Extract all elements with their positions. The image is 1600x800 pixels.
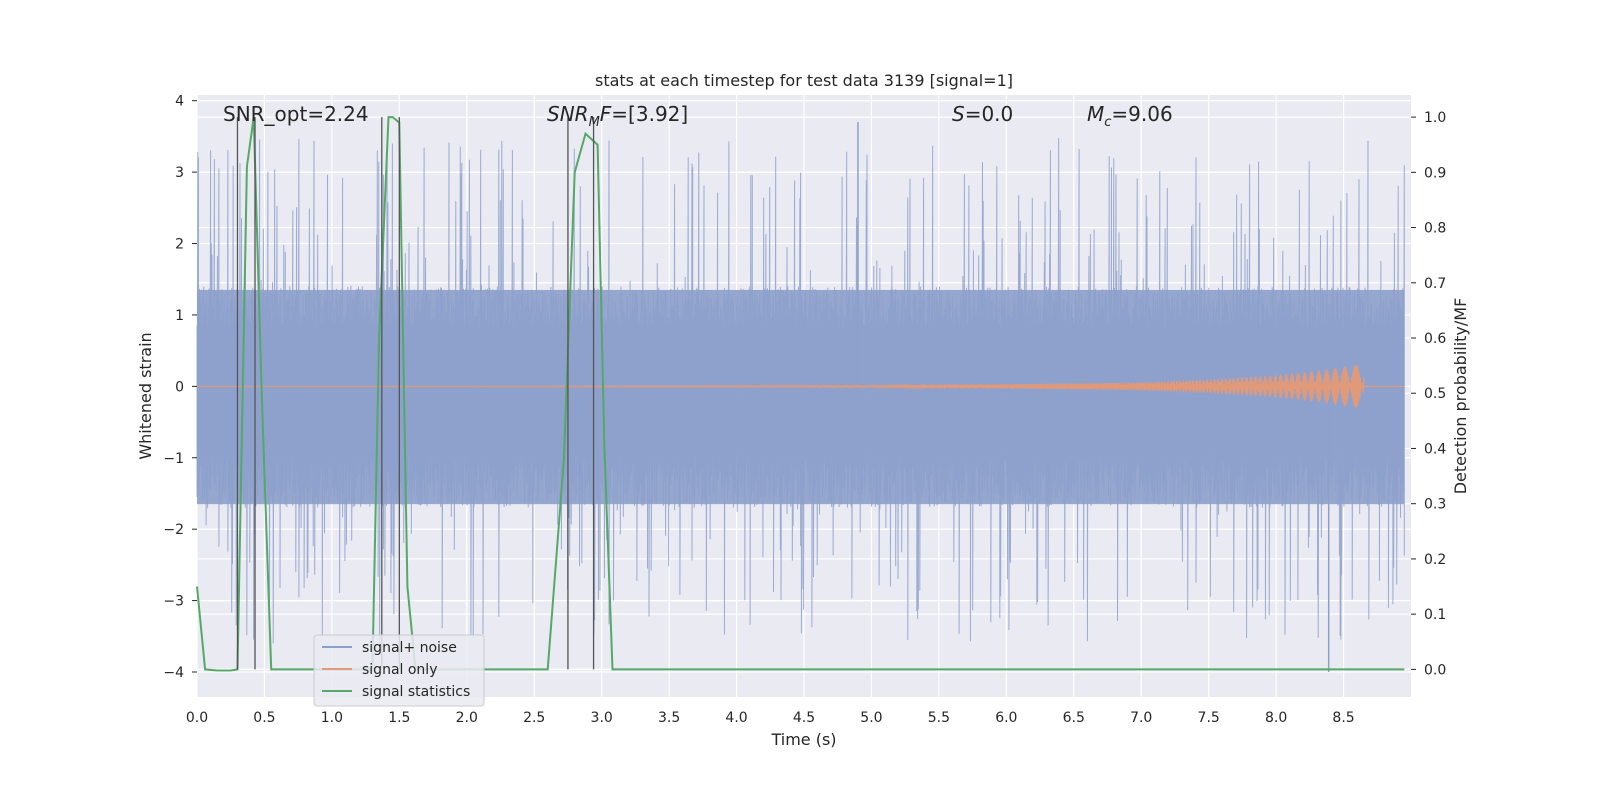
signal-only-line — [196, 365, 1405, 408]
y2-tick-label-8: 0.2 — [1424, 552, 1446, 568]
y2-tick-label-10: 0.0 — [1424, 662, 1446, 678]
annotation-mc-sub: c — [1104, 115, 1111, 130]
x-tick-label-16: 8.0 — [1265, 710, 1287, 726]
annotation-snr-mf-prefix: SNR — [547, 102, 589, 126]
y2-tick-label-0: 1.0 — [1424, 110, 1446, 126]
annotation-mc: Mc=9.06 — [1087, 102, 1173, 130]
x-tick-label-12: 6.0 — [995, 710, 1017, 726]
x-tick-label-1: 0.5 — [253, 710, 275, 726]
annotation-mc-value: =9.06 — [1111, 102, 1172, 126]
x-tick-label-11: 5.5 — [928, 710, 950, 726]
y-tick-label-0: 4 — [175, 94, 184, 110]
vertical-lines — [236, 117, 595, 670]
x-tick-label-0: 0.0 — [186, 710, 208, 726]
y-axis-label: Whitened strain — [136, 332, 155, 459]
annotation-s: S=0.0 — [952, 102, 1013, 126]
y-tick-label-4: 0 — [175, 379, 184, 395]
legend-label-noise: signal+ noise — [362, 640, 457, 656]
y-tick-label-3: 1 — [175, 308, 184, 324]
legend-label-stats: signal statistics — [362, 684, 470, 700]
annotation-snr-opt: SNR_opt=2.24 — [223, 102, 369, 126]
y2-tick-label-1: 0.9 — [1424, 165, 1446, 181]
x-tick-label-17: 8.5 — [1332, 710, 1354, 726]
y2-tick-label-9: 0.1 — [1424, 607, 1446, 623]
x-tick-label-10: 5.0 — [860, 710, 882, 726]
x-tick-label-3: 1.5 — [388, 710, 410, 726]
legend: signal+ noise signal only signal statist… — [313, 634, 485, 707]
x-tick-label-15: 7.5 — [1198, 710, 1220, 726]
x-tick-label-9: 4.5 — [793, 710, 815, 726]
x-tick-label-4: 2.0 — [456, 710, 478, 726]
x-axis-label: Time (s) — [770, 730, 836, 749]
y-tick-label-5: −1 — [163, 451, 184, 467]
annotation-snr-mf-value: =[3.92] — [611, 102, 688, 126]
chart-title: stats at each timestep for test data 313… — [595, 71, 1013, 90]
y-tick-label-2: 2 — [175, 237, 184, 253]
legend-label-signal: signal only — [362, 662, 437, 678]
annotation-snr-mf-sub: M — [589, 115, 600, 130]
y-tick-labels: 4 3 2 1 0 −1 −2 −3 −4 — [163, 94, 197, 681]
y2-tick-label-5: 0.5 — [1424, 386, 1446, 402]
legend-box — [313, 634, 485, 707]
x-tick-label-13: 6.5 — [1063, 710, 1085, 726]
y-tick-label-1: 3 — [175, 165, 184, 181]
y-tick-label-6: −2 — [163, 522, 184, 538]
x-tick-label-6: 3.0 — [591, 710, 613, 726]
y2-tick-label-6: 0.4 — [1424, 441, 1446, 457]
annotation-s-prefix: S — [952, 102, 965, 126]
x-tick-labels: 0.0 0.5 1.0 1.5 2.0 2.5 3.0 3.5 4.0 4.5 5.0 5.5 6.0 6… — [186, 710, 1355, 726]
noise-core-band — [197, 289, 1405, 505]
x-tick-label-7: 3.5 — [658, 710, 680, 726]
y-tick-label-7: −3 — [163, 594, 184, 610]
annotation-mc-prefix: M — [1087, 102, 1104, 126]
noise-series — [196, 122, 1405, 673]
annotation-snr-mf-suffix: F — [600, 102, 612, 126]
x-tick-label-14: 7.0 — [1130, 710, 1152, 726]
annotation-s-value: =0.0 — [965, 102, 1014, 126]
x-tick-label-2: 1.0 — [321, 710, 343, 726]
annotations: SNR_opt=2.24 SNRMF=[3.92] S=0.0 Mc=9.06 — [223, 102, 1173, 130]
y2-tick-label-3: 0.7 — [1424, 276, 1446, 292]
annotation-snr-mf: SNRMF=[3.92] — [547, 102, 688, 130]
y2-tick-label-7: 0.3 — [1424, 497, 1446, 513]
y2-tick-label-4: 0.6 — [1424, 331, 1446, 347]
x-tick-label-5: 2.5 — [523, 710, 545, 726]
signal-only-series — [196, 365, 1405, 408]
y-tick-label-8: −4 — [163, 665, 184, 681]
y2-tick-label-2: 0.8 — [1424, 221, 1446, 237]
x-tick-label-8: 4.0 — [725, 710, 747, 726]
y2-axis-label: Detection probability/MF — [1451, 298, 1470, 495]
y2-tick-labels: 1.0 0.9 0.8 0.7 0.6 0.5 0.4 0.3 0.2 0.1 0.0 — [1411, 110, 1446, 678]
